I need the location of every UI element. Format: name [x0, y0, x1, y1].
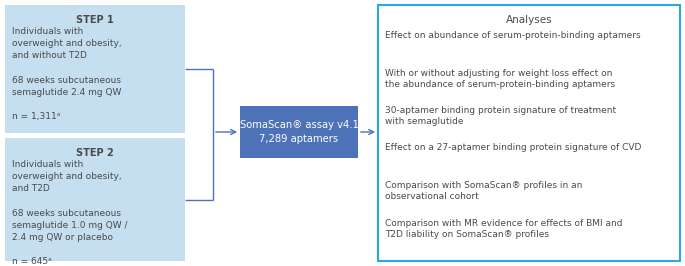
Text: Individuals with
overweight and obesity,
and without T2D

68 weeks subcutaneous
: Individuals with overweight and obesity,…	[12, 27, 122, 121]
Text: 30-aptamer binding protein signature of treatment
with semaglutide: 30-aptamer binding protein signature of …	[385, 106, 616, 126]
FancyBboxPatch shape	[240, 106, 358, 158]
Text: Comparison with SomaScan® profiles in an
observational cohort: Comparison with SomaScan® profiles in an…	[385, 181, 582, 201]
Text: Effect on abundance of serum-protein-binding aptamers: Effect on abundance of serum-protein-bin…	[385, 31, 640, 40]
FancyBboxPatch shape	[5, 138, 185, 261]
Text: SomaScan® assay v4.1: SomaScan® assay v4.1	[240, 120, 358, 130]
Text: Comparison with MR evidence for effects of BMI and
T2D liability on SomaScan® pr: Comparison with MR evidence for effects …	[385, 218, 623, 239]
Text: 7,289 aptamers: 7,289 aptamers	[260, 134, 338, 144]
FancyBboxPatch shape	[5, 5, 185, 133]
Text: STEP 2: STEP 2	[76, 148, 114, 158]
Text: With or without adjusting for weight loss effect on
the abundance of serum-prote: With or without adjusting for weight los…	[385, 69, 615, 89]
Text: STEP 1: STEP 1	[76, 15, 114, 25]
Text: Individuals with
overweight and obesity,
and T2D

68 weeks subcutaneous
semaglut: Individuals with overweight and obesity,…	[12, 160, 127, 266]
Text: Effect on a 27-aptamer binding protein signature of CVD: Effect on a 27-aptamer binding protein s…	[385, 143, 641, 152]
Text: Analyses: Analyses	[506, 15, 552, 25]
FancyBboxPatch shape	[378, 5, 680, 261]
